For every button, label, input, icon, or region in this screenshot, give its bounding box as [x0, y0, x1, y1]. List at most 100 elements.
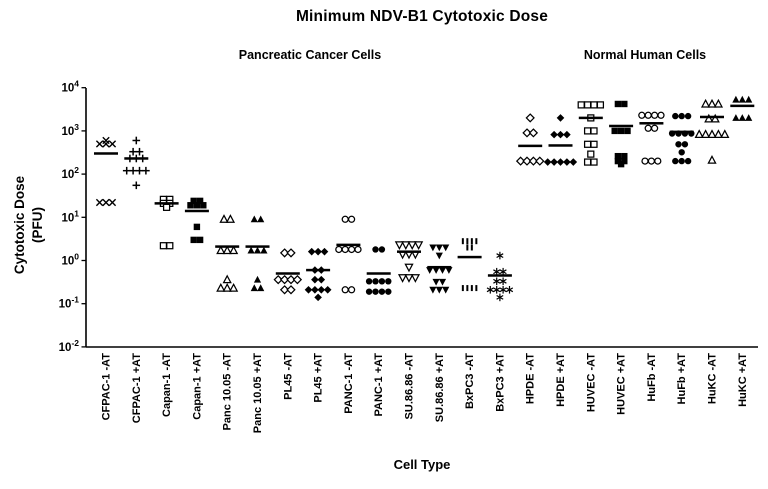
- data-point: [250, 215, 258, 223]
- median-line: [154, 202, 179, 205]
- x-category-label: CFPAC-1 +AT: [131, 353, 143, 423]
- data-point: [641, 157, 649, 165]
- data-point: [102, 136, 110, 145]
- data-point: [372, 278, 379, 285]
- data-point: [228, 282, 239, 292]
- data-point: [135, 166, 144, 175]
- data-point: [535, 156, 545, 166]
- data-point: [253, 246, 262, 254]
- data-point: [317, 275, 326, 284]
- x-axis-title: Cell Type: [393, 457, 451, 472]
- data-point: [590, 158, 598, 166]
- data-point: [413, 241, 424, 251]
- median-line: [306, 268, 331, 272]
- data-point: [496, 251, 504, 260]
- data-point: [365, 288, 373, 295]
- data-point: [341, 215, 349, 223]
- data-point: [738, 114, 746, 121]
- x-category-label: PANC-1 +AT: [373, 353, 385, 417]
- data-point: [621, 152, 628, 160]
- data-point: [650, 124, 659, 132]
- data-point: [129, 147, 137, 156]
- data-point: [486, 285, 494, 294]
- data-point: [196, 236, 204, 244]
- data-point: [672, 157, 679, 165]
- x-category-label: Capan-1 -AT: [161, 353, 173, 417]
- data-point: [378, 288, 386, 295]
- data-point: [193, 202, 201, 209]
- y-tick-label: 102: [61, 165, 79, 181]
- median-line: [730, 104, 755, 108]
- data-point: [216, 282, 226, 292]
- data-point: [681, 141, 689, 148]
- data-point: [745, 95, 753, 103]
- data-point: [470, 244, 473, 251]
- data-point: [528, 156, 539, 166]
- data-point: [470, 285, 473, 292]
- data-point: [292, 274, 303, 285]
- data-point: [678, 157, 685, 165]
- data-point: [219, 214, 229, 223]
- data-point: [445, 267, 453, 274]
- data-point: [543, 158, 552, 166]
- data-point: [222, 282, 232, 292]
- data-point: [108, 140, 117, 148]
- x-category-label: HPDE -AT: [525, 353, 537, 404]
- data-point: [442, 244, 450, 252]
- data-point: [102, 198, 110, 207]
- data-point: [505, 285, 514, 294]
- data-point: [470, 238, 473, 245]
- x-category-label: Panc 10.05 +AT: [252, 353, 264, 433]
- median-line: [548, 144, 573, 147]
- data-point: [621, 100, 628, 108]
- data-point: [385, 288, 392, 295]
- data-point: [257, 215, 265, 223]
- data-point: [583, 101, 592, 109]
- x-category-label: CFPAC-1 -AT: [101, 353, 113, 421]
- data-point: [311, 275, 319, 284]
- median-line: [336, 243, 361, 247]
- data-point: [461, 285, 464, 292]
- data-point: [493, 277, 501, 286]
- median-line: [275, 272, 300, 275]
- data-point: [286, 248, 296, 258]
- data-point: [228, 245, 239, 255]
- data-point: [466, 244, 469, 251]
- data-point: [435, 244, 443, 252]
- median-line: [639, 122, 664, 125]
- data-point: [196, 197, 204, 205]
- y-tick-label: 104: [61, 79, 79, 95]
- data-point: [617, 160, 625, 168]
- x-category-label: HUVEC -AT: [585, 353, 597, 412]
- data-point: [583, 127, 592, 135]
- data-point: [569, 158, 578, 166]
- y-tick-label: 10-1: [59, 295, 80, 311]
- chart-title: Minimum NDV-B1 Cytotoxic Dose: [295, 8, 549, 25]
- data-point: [720, 129, 730, 139]
- median-line: [427, 265, 452, 269]
- data-point: [162, 203, 171, 211]
- data-point: [354, 245, 362, 254]
- data-point: [286, 285, 296, 295]
- data-point: [694, 129, 704, 139]
- data-point: [700, 98, 711, 108]
- data-point: [404, 263, 414, 273]
- median-line: [366, 272, 391, 275]
- x-category-label: HuKC -AT: [707, 353, 719, 404]
- data-point: [407, 241, 417, 251]
- data-point: [187, 202, 194, 209]
- data-point: [132, 136, 141, 145]
- median-line: [457, 255, 482, 259]
- data-point: [522, 156, 532, 166]
- data-point: [222, 274, 232, 284]
- median-line: [124, 157, 149, 160]
- data-point: [372, 288, 379, 295]
- data-point: [404, 274, 414, 283]
- median-line: [609, 124, 634, 128]
- data-point: [704, 113, 714, 123]
- data-point: [129, 166, 137, 175]
- x-category-label: HUVEC +AT: [616, 353, 628, 415]
- data-point: [347, 286, 356, 294]
